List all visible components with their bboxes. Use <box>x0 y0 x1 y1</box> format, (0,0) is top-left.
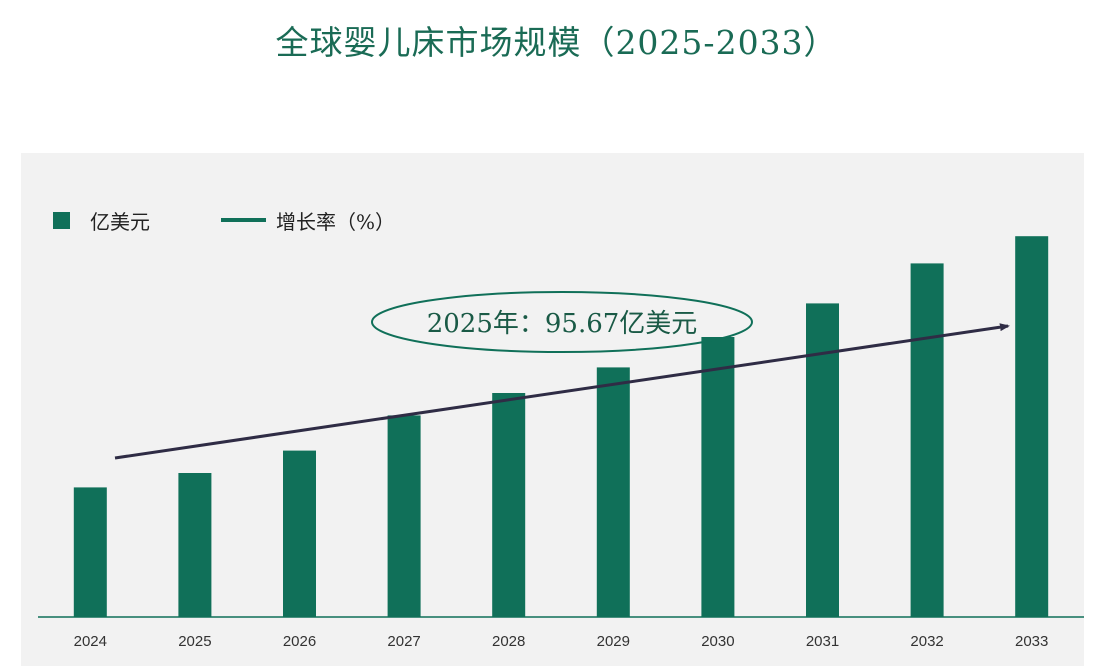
bar-2026 <box>283 450 316 617</box>
trend-arrow <box>114 323 1010 460</box>
bar-2028 <box>492 393 526 617</box>
bar-2027 <box>387 415 421 617</box>
x-tick-label-2032: 2032 <box>910 633 943 650</box>
bar-2029 <box>596 367 630 617</box>
x-tick-label-2033: 2033 <box>1015 633 1048 650</box>
legend-swatch-line <box>221 218 266 222</box>
x-tick-label-2030: 2030 <box>701 633 734 650</box>
bar-2024 <box>73 487 107 617</box>
x-tick-label-2027: 2027 <box>387 633 420 650</box>
x-tick-label-2028: 2028 <box>492 633 525 650</box>
callout-ellipse <box>371 291 753 353</box>
bar-2033 <box>1015 236 1049 617</box>
legend-item-bars: 亿美元 <box>53 208 150 234</box>
callout-text: 2025年：95.67亿美元 <box>427 309 698 339</box>
x-tick-label-2024: 2024 <box>74 633 107 650</box>
x-tick-label-2031: 2031 <box>806 633 839 650</box>
legend-item-line: 增长率（%） <box>221 208 396 234</box>
x-tick-label-2025: 2025 <box>178 633 211 650</box>
x-tick-label-2026: 2026 <box>283 633 316 650</box>
legend-swatch-bar <box>53 211 70 229</box>
chart-title: 全球婴儿床市场规模（2025-2033） <box>275 23 838 62</box>
bar-2032 <box>910 263 944 617</box>
bar-2025 <box>178 473 212 617</box>
legend-label-bar: 亿美元 <box>90 209 150 234</box>
x-tick-label-2029: 2029 <box>597 633 630 650</box>
legend-label-line: 增长率（%） <box>276 209 396 234</box>
bar-2030 <box>701 337 735 617</box>
